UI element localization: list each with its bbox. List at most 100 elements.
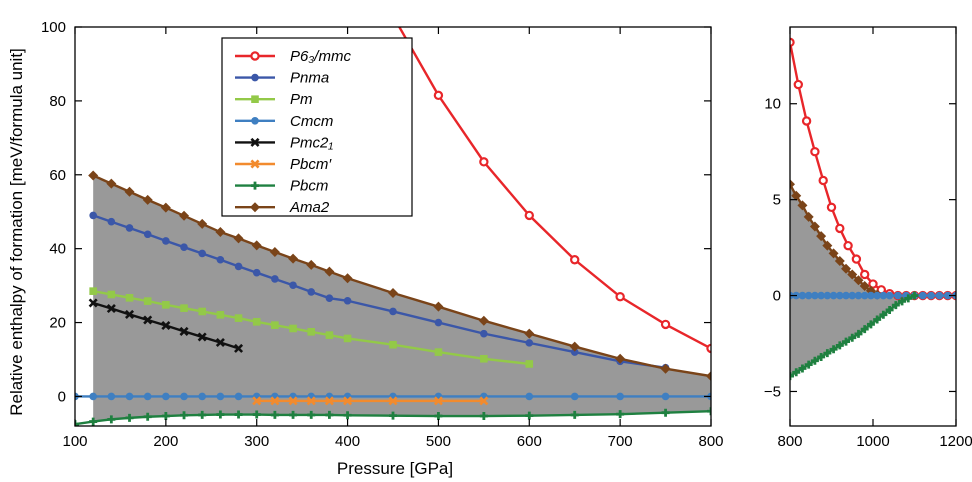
data-point-pm xyxy=(234,314,243,322)
data-point-pmc2 xyxy=(106,303,116,314)
data-point-pm xyxy=(525,360,534,368)
data-point-pm xyxy=(343,334,352,343)
data-point-pbcm xyxy=(898,297,907,306)
data-point-cmcm xyxy=(811,291,819,300)
x-tick-label: 1200 xyxy=(939,433,972,450)
series-ama2 xyxy=(88,170,711,382)
y-tick-label: 60 xyxy=(49,167,66,184)
data-point-pm xyxy=(162,301,170,309)
x-axis-label: Pressure [GPa] xyxy=(337,459,453,478)
data-point-cmcm xyxy=(860,291,869,300)
data-point-pbcm xyxy=(434,412,443,421)
data-point-pbcm xyxy=(891,301,900,310)
data-point-pm xyxy=(480,354,488,363)
data-point-p6-mmc xyxy=(851,254,862,264)
data-point-pnma xyxy=(271,275,279,283)
data-point-pbcm xyxy=(433,396,443,406)
x-tick-label: 500 xyxy=(426,433,451,450)
data-point-p6-mmc xyxy=(660,319,671,330)
data-point-pbcm xyxy=(866,320,875,329)
data-point-p6-mmc xyxy=(570,255,580,265)
data-point-pbcm xyxy=(234,410,243,419)
x-tick-label: 800 xyxy=(777,433,802,450)
legend-entry-ama2: Ama2 xyxy=(235,199,330,216)
data-point-pmc2 xyxy=(234,343,244,353)
data-point-cmcm xyxy=(89,392,97,401)
data-point-pbcm xyxy=(570,410,579,419)
legend: P6₃/mmc Pnma Pm Cmcm Pmc2₁ Pbcm′ Pbcm Ama2 xyxy=(221,37,413,217)
data-point-cmcm xyxy=(143,392,152,401)
x-tick-label: 800 xyxy=(698,433,723,450)
series-pnma xyxy=(89,211,670,372)
data-point-ama2 xyxy=(106,178,117,189)
data-point-ama2 xyxy=(342,273,353,284)
data-point-pbcm xyxy=(525,411,534,420)
legend-label: P6₃/mmc xyxy=(290,48,351,65)
data-point-pnma xyxy=(343,296,352,305)
data-point-p6-mmc xyxy=(706,343,711,354)
data-point-pbcm xyxy=(804,360,813,369)
data-point-pm xyxy=(180,304,188,312)
data-point-pmc2 xyxy=(161,320,171,331)
legend-marker xyxy=(251,181,259,190)
x-tick-label: 700 xyxy=(608,433,633,450)
data-point-pbcm xyxy=(842,337,851,346)
data-point-cmcm xyxy=(867,291,875,300)
data-point-pbcm xyxy=(798,364,807,373)
plot-area xyxy=(75,27,711,426)
legend-label: Pbcm′ xyxy=(290,156,332,173)
legend-entry-pmc2: Pmc2₁ xyxy=(235,134,333,151)
y-tick-label: 100 xyxy=(41,19,66,36)
data-point-ama2 xyxy=(615,353,626,364)
data-point-pbcm xyxy=(270,410,279,419)
data-point-cmcm xyxy=(661,392,670,401)
data-point-pbcm xyxy=(198,410,207,419)
data-point-pbcm xyxy=(270,396,280,406)
data-point-ama2 xyxy=(834,256,845,267)
data-point-pbcm xyxy=(143,412,152,421)
legend-label: Ama2 xyxy=(289,199,330,216)
data-point-ama2 xyxy=(859,280,870,291)
data-point-cmcm xyxy=(879,291,888,300)
data-point-cmcm xyxy=(234,392,243,401)
data-point-pbcm xyxy=(343,411,352,420)
data-point-cmcm xyxy=(162,392,170,401)
data-point-ama2 xyxy=(215,227,226,238)
x-tick-label: 400 xyxy=(335,433,360,450)
data-point-cmcm xyxy=(873,291,881,300)
data-point-p6-mmc xyxy=(524,210,534,221)
data-point-p6-mmc xyxy=(810,146,820,157)
legend-marker xyxy=(251,95,259,103)
data-point-ama2 xyxy=(841,263,852,274)
data-point-pbcm xyxy=(848,333,857,342)
data-point-ama2 xyxy=(478,315,489,326)
data-point-cmcm xyxy=(804,291,813,300)
main-plot-panel: 100 200 300 400 500 600 700 800 0 20 40 60 80 100 xyxy=(41,19,724,450)
data-point-pbcm xyxy=(904,294,913,303)
data-point-pnma xyxy=(216,255,225,264)
legend-marker xyxy=(251,73,259,82)
data-point-pbcm xyxy=(180,411,189,420)
data-point-p6-mmc xyxy=(479,157,489,167)
data-point-ama2 xyxy=(160,202,171,213)
data-point-pbcm xyxy=(823,349,832,358)
legend-marker xyxy=(250,51,260,61)
x-tick-label: 1000 xyxy=(856,433,889,450)
data-point-cmcm xyxy=(216,392,225,401)
inset-plot-panel: 800 1000 1200 −5 0 5 10 xyxy=(764,26,972,450)
data-point-pnma xyxy=(389,307,397,316)
data-point-pbcm xyxy=(307,410,316,419)
series-line-pnma xyxy=(92,214,666,369)
y-axis-label: Relative enthalpy of formation [meV/form… xyxy=(7,48,26,416)
data-point-pbcm xyxy=(343,396,353,406)
data-point-cmcm xyxy=(836,291,844,300)
data-point-ama2 xyxy=(822,240,833,251)
series-p6-mmc xyxy=(397,27,711,354)
data-point-ama2 xyxy=(88,170,99,181)
data-point-cmcm xyxy=(817,291,825,300)
data-point-ama2 xyxy=(269,246,280,257)
data-point-p6-mmc xyxy=(433,90,444,101)
data-point-ama2 xyxy=(660,363,671,374)
data-point-pbcm xyxy=(792,368,801,377)
